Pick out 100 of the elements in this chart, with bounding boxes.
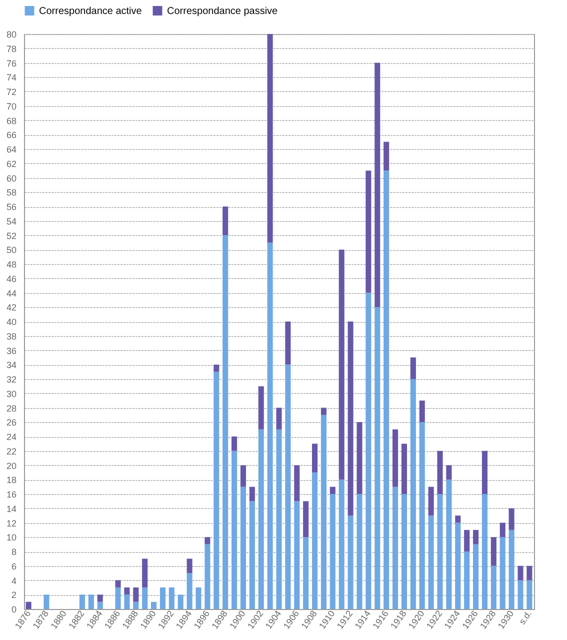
- bar: [214, 372, 220, 609]
- bar: [276, 408, 282, 430]
- y-tick-label: 48: [6, 260, 16, 270]
- bar: [348, 516, 354, 609]
- bar: [115, 580, 121, 588]
- bar: [232, 436, 238, 451]
- legend-label: Correspondance passive: [167, 6, 278, 17]
- y-tick-label: 8: [11, 547, 16, 557]
- bar: [222, 235, 228, 609]
- bar: [437, 494, 443, 609]
- bar: [222, 206, 228, 236]
- bar: [384, 170, 390, 609]
- y-tick-label: 42: [6, 302, 16, 313]
- bar: [464, 530, 470, 552]
- y-tick-label: 56: [6, 202, 16, 212]
- bar: [508, 508, 514, 530]
- y-tick-label: 80: [6, 30, 16, 40]
- bar: [178, 594, 184, 609]
- y-tick-label: 68: [6, 116, 16, 126]
- bar: [186, 558, 192, 574]
- bar: [97, 594, 103, 602]
- bar: [446, 480, 452, 609]
- bar: [88, 594, 94, 609]
- bar: [330, 486, 336, 494]
- bar: [258, 386, 264, 430]
- bar: [410, 357, 416, 379]
- bar: [526, 580, 532, 609]
- y-tick-label: 46: [6, 274, 16, 284]
- bar: [249, 486, 255, 502]
- bar: [133, 587, 139, 602]
- y-tick-label: 22: [6, 446, 16, 456]
- bar: [526, 566, 532, 580]
- bar: [133, 602, 139, 609]
- bar: [500, 522, 506, 538]
- bar: [356, 494, 362, 609]
- y-tick-label: 30: [6, 388, 16, 399]
- bar: [240, 465, 246, 487]
- bar: [473, 544, 479, 609]
- y-tick-label: 70: [6, 101, 16, 112]
- bar: [303, 537, 309, 609]
- y-tick-label: 66: [6, 130, 16, 140]
- bar: [482, 494, 488, 609]
- y-tick-label: 12: [6, 518, 16, 528]
- bar: [428, 486, 434, 516]
- bar: [204, 544, 210, 609]
- y-tick-label: 18: [6, 475, 16, 486]
- y-tick-label: 32: [6, 374, 16, 384]
- bar: [338, 250, 344, 480]
- bar: [374, 307, 380, 609]
- bar: [44, 594, 50, 609]
- bar: [142, 558, 148, 588]
- y-tick-label: 44: [6, 288, 16, 298]
- bar: [518, 566, 524, 580]
- bar: [428, 516, 434, 609]
- bar: [437, 450, 443, 494]
- bar: [204, 537, 210, 544]
- bar: [79, 594, 85, 609]
- bar: [473, 530, 479, 544]
- bar: [124, 587, 130, 595]
- bar: [267, 34, 273, 242]
- y-tick-label: 40: [6, 317, 16, 327]
- bar: [312, 472, 318, 609]
- bar: [312, 444, 318, 472]
- bar: [392, 429, 398, 487]
- bar: [249, 501, 255, 609]
- bar: [482, 450, 488, 494]
- bar: [401, 494, 407, 609]
- bar: [401, 444, 407, 494]
- y-tick-label: 38: [6, 331, 16, 342]
- y-tick-label: 4: [11, 576, 16, 586]
- y-tick-label: 52: [6, 230, 16, 241]
- y-tick-label: 36: [6, 346, 16, 356]
- bar: [348, 322, 354, 516]
- y-tick-label: 2: [11, 590, 16, 600]
- y-tick-label: 60: [6, 173, 16, 184]
- bar: [374, 62, 380, 308]
- bar: [500, 537, 506, 609]
- bar: [384, 142, 390, 171]
- bar: [490, 537, 496, 566]
- y-tick-label: 78: [6, 44, 16, 54]
- bar: [455, 522, 461, 609]
- bar: [285, 322, 291, 365]
- bar: [26, 602, 32, 609]
- y-tick-label: 58: [6, 188, 16, 198]
- bar: [196, 587, 202, 609]
- bar: [186, 573, 192, 609]
- bar: [258, 429, 264, 609]
- bar: [455, 516, 461, 523]
- bar: [285, 364, 291, 609]
- bar: [508, 530, 514, 609]
- y-tick-label: 16: [6, 490, 16, 500]
- bar: [419, 400, 425, 422]
- bar: [267, 242, 273, 609]
- bar: [294, 465, 300, 502]
- y-tick-label: 6: [11, 561, 16, 572]
- y-tick-label: 76: [6, 58, 16, 68]
- bar: [232, 450, 238, 609]
- bar: [366, 292, 372, 609]
- bar: [464, 552, 470, 609]
- bar: [294, 501, 300, 609]
